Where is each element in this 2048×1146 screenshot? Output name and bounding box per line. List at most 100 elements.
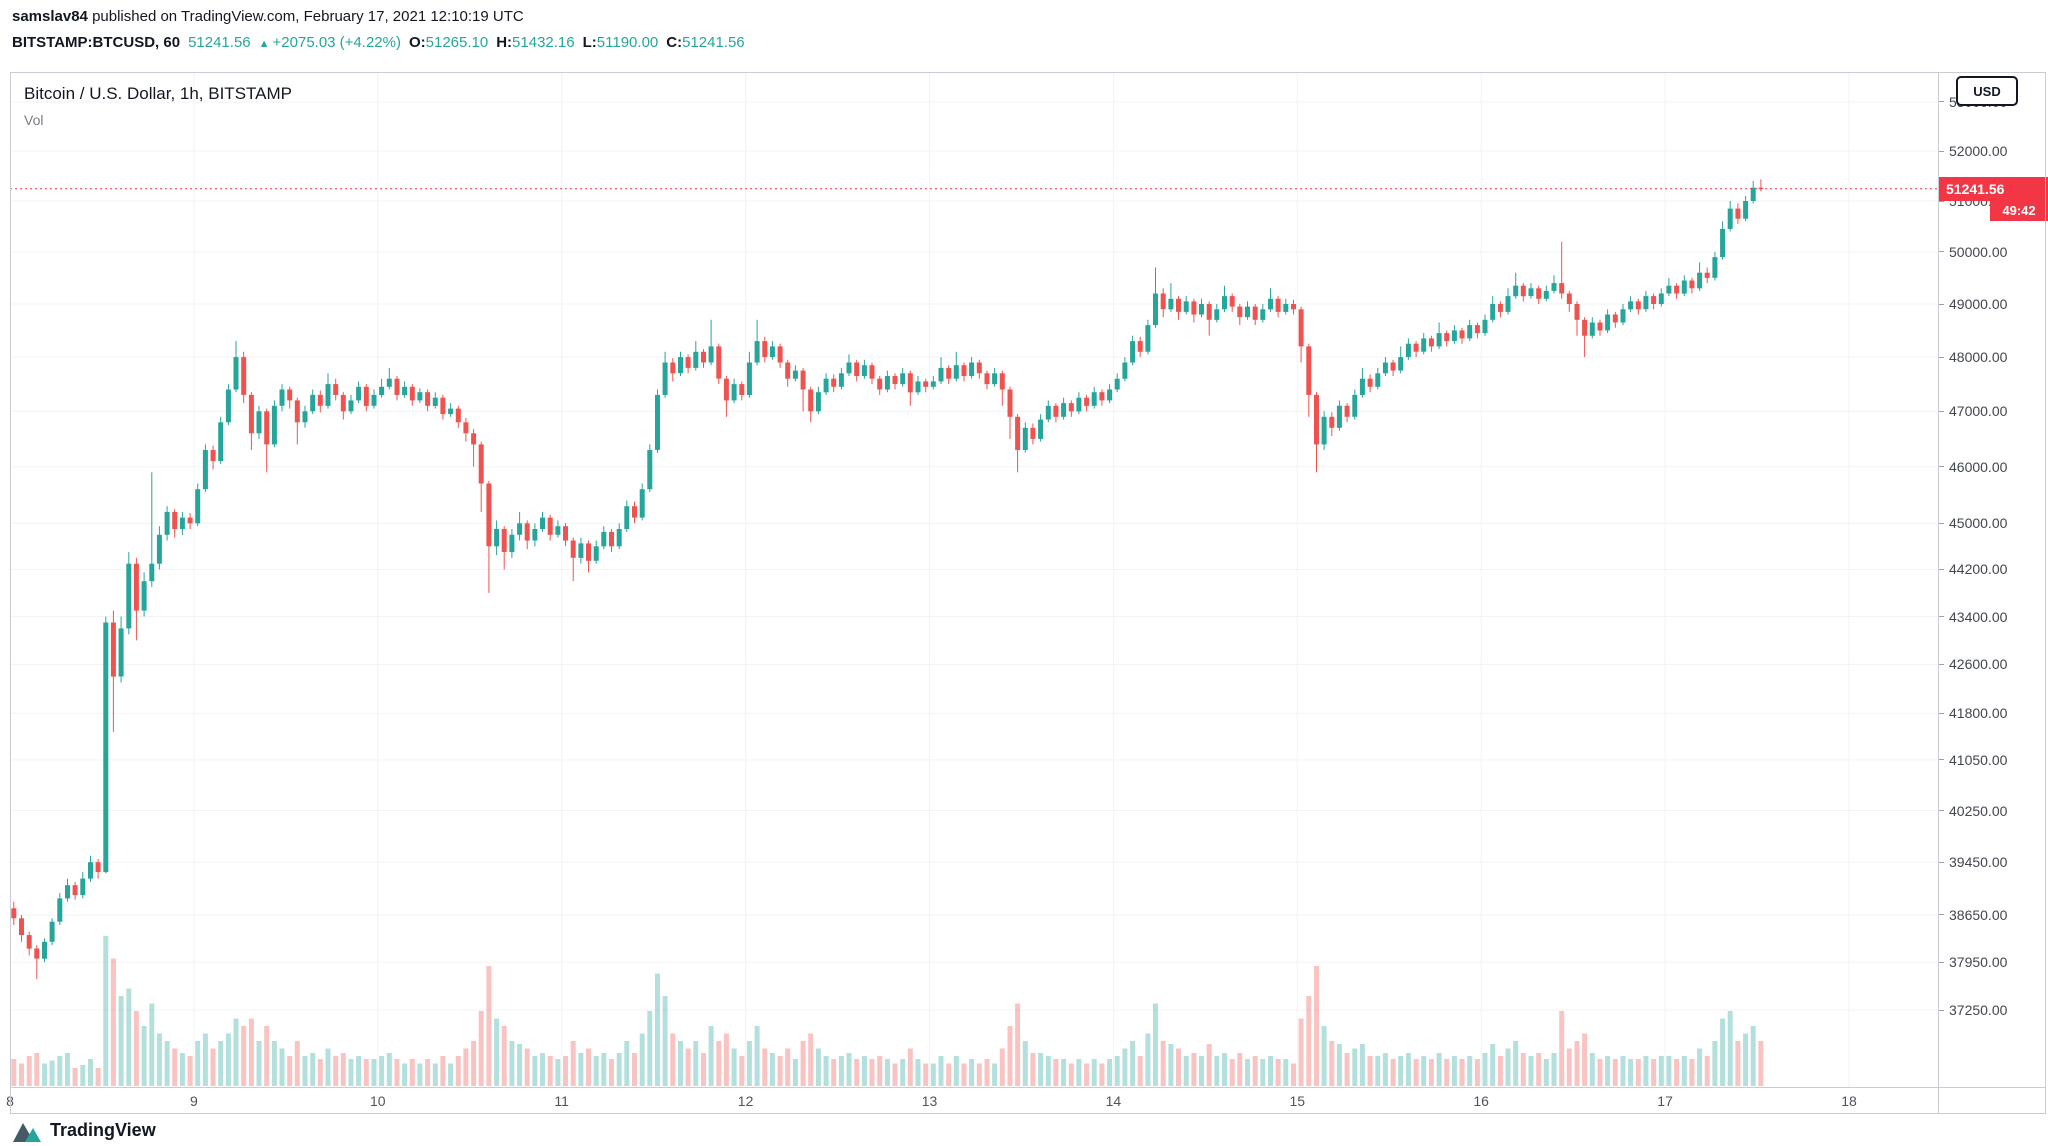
time-tick-label: 12 xyxy=(737,1093,754,1109)
price-tick: 38650.00 xyxy=(1938,907,2007,923)
price-tick-label: 50000.00 xyxy=(1949,243,2008,260)
time-tick-label: 13 xyxy=(921,1093,938,1109)
price-tick-label: 44200.00 xyxy=(1949,561,2008,578)
open-label: O: xyxy=(408,34,426,51)
low-label: L: xyxy=(582,34,597,51)
symbol-info-bar: BITSTAMP:BTCUSD, 60 51241.56 ▲ +2075.03 (+4… xyxy=(12,34,753,51)
publish-line: samslav84 published on TradingView.com, … xyxy=(12,8,524,25)
tradingview-logo-text: TradingView xyxy=(50,1119,156,1140)
close-label: C: xyxy=(666,34,683,51)
price-tick: 46000.00 xyxy=(1938,459,2007,475)
price-tick: 37950.00 xyxy=(1938,954,2007,970)
price-tick-label: 38650.00 xyxy=(1949,906,2008,923)
chart-title: Bitcoin / U.S. Dollar, 1h, BITSTAMP xyxy=(24,84,292,103)
tick-mark xyxy=(1938,1009,1944,1011)
price-tick: 37250.00 xyxy=(1938,1002,2007,1018)
tick-mark xyxy=(1938,410,1944,412)
frame-bottom xyxy=(10,1113,2046,1114)
price-tick-label: 45000.00 xyxy=(1949,515,2008,532)
tick-mark xyxy=(1938,759,1944,761)
publisher-name: samslav84 xyxy=(12,8,88,25)
tick-mark xyxy=(1938,568,1944,570)
tradingview-logo[interactable]: TradingView xyxy=(12,1116,156,1144)
time-tick-label: 9 xyxy=(189,1093,198,1109)
price-tick-label: 46000.00 xyxy=(1949,458,2008,475)
tradingview-logo-icon xyxy=(13,1123,41,1142)
price-tick: 39450.00 xyxy=(1938,854,2007,870)
open-value: 51265.10 xyxy=(425,34,489,51)
price-tick: 42600.00 xyxy=(1938,656,2007,672)
tick-mark xyxy=(1938,251,1944,253)
tick-mark xyxy=(1938,914,1944,916)
high-label: H: xyxy=(496,34,513,51)
tick-mark xyxy=(1938,961,1944,963)
price-tick-label: 43400.00 xyxy=(1949,608,2008,625)
candles-layer xyxy=(11,179,1764,980)
price-tick-label: 37950.00 xyxy=(1949,954,2008,971)
price-tick: 49000.00 xyxy=(1938,296,2007,312)
price-tick-label: 40250.00 xyxy=(1949,802,2008,819)
price-change: +2075.03 (+4.22%) xyxy=(272,34,401,51)
price-tick-label: 42600.00 xyxy=(1949,656,2008,673)
price-tick: 45000.00 xyxy=(1938,515,2007,531)
tick-mark xyxy=(1938,200,1944,202)
time-tick-label: 18 xyxy=(1841,1093,1857,1109)
price-tick-label: 48000.00 xyxy=(1949,349,2008,366)
time-tick-label: 16 xyxy=(1473,1093,1489,1109)
time-tick-label: 17 xyxy=(1657,1093,1673,1109)
frame-right xyxy=(2045,72,2046,1114)
price-tick-label: 52000.00 xyxy=(1949,143,2008,159)
price-tick: 43400.00 xyxy=(1938,609,2007,625)
grid-layer xyxy=(10,72,1937,1087)
frame-left xyxy=(10,72,11,1114)
tick-mark xyxy=(1938,861,1944,863)
price-tick: 47000.00 xyxy=(1938,403,2007,419)
tick-mark xyxy=(1938,712,1944,714)
last-price-label: 51241.56 xyxy=(1938,176,2048,201)
price-tick-label: 49000.00 xyxy=(1949,296,2008,312)
tick-mark xyxy=(1938,663,1944,665)
volume-indicator-label[interactable]: Vol xyxy=(24,112,44,128)
tick-mark xyxy=(1938,466,1944,468)
price-axis[interactable]: 53000.0052000.0051000.0050000.0049000.00… xyxy=(1938,72,2048,1113)
price-tick-label: 41050.00 xyxy=(1949,751,2008,768)
up-arrow-icon: ▲ xyxy=(258,38,270,50)
close-value: 51241.56 xyxy=(682,34,745,51)
price-tick-label: 47000.00 xyxy=(1949,403,2008,420)
price-tick-label: 37250.00 xyxy=(1949,1002,2008,1018)
price-tick-label: 41800.00 xyxy=(1949,705,2008,722)
currency-badge: USD xyxy=(1956,76,2018,106)
tick-mark xyxy=(1938,810,1944,812)
price-tick: 41050.00 xyxy=(1938,752,2007,768)
frame-top xyxy=(10,72,2046,73)
time-tick-label: 10 xyxy=(370,1093,386,1109)
volume-layer xyxy=(11,936,1764,1086)
time-axis[interactable]: 89101112131415161718 xyxy=(0,1087,1938,1113)
low-value: 51190.00 xyxy=(596,34,659,51)
high-value: 51432.16 xyxy=(512,34,575,51)
symbol-name: BITSTAMP:BTCUSD, 60 xyxy=(12,34,181,51)
tick-mark xyxy=(1938,101,1944,103)
tick-mark xyxy=(1938,616,1944,618)
price-tick: 40250.00 xyxy=(1938,803,2007,819)
tick-mark xyxy=(1938,150,1944,152)
price-tick: 50000.00 xyxy=(1938,244,2007,260)
chart-legend: Bitcoin / U.S. Dollar, 1h, BITSTAMP Vol xyxy=(24,84,292,128)
last-price-value: 51241.56 xyxy=(188,34,251,51)
tick-mark xyxy=(1938,303,1944,305)
time-tick-label: 15 xyxy=(1289,1093,1306,1109)
price-axis-separator xyxy=(1938,72,1939,1114)
price-tick: 48000.00 xyxy=(1938,349,2007,365)
tick-mark xyxy=(1938,522,1944,524)
publish-info: published on TradingView.com, February 1… xyxy=(87,8,524,25)
price-tick: 44200.00 xyxy=(1938,561,2007,577)
price-tick: 41800.00 xyxy=(1938,705,2007,721)
tick-mark xyxy=(1938,356,1944,358)
time-tick-label: 11 xyxy=(554,1093,569,1109)
time-tick-label: 14 xyxy=(1105,1093,1122,1109)
time-axis-separator xyxy=(10,1087,2046,1088)
countdown-label: 49:42 xyxy=(1990,200,2048,221)
price-tick-label: 39450.00 xyxy=(1949,854,2008,871)
